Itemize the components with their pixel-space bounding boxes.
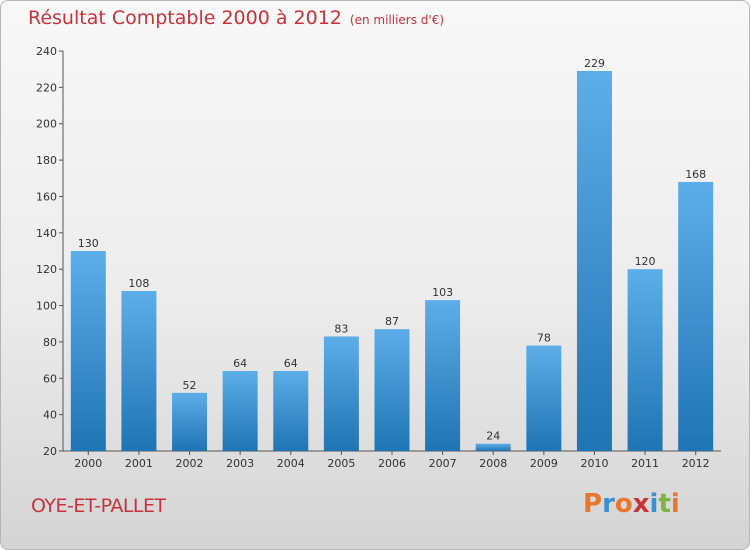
data-label: 120: [635, 255, 656, 268]
x-tick-label: 2012: [682, 457, 710, 470]
data-label: 108: [128, 277, 149, 290]
bar-2007: [425, 300, 461, 451]
y-tick-label: 80: [43, 336, 57, 349]
logo-letter: P: [583, 489, 603, 519]
x-tick-label: 2005: [327, 457, 355, 470]
x-tick-label: 2008: [479, 457, 507, 470]
bar-2009: [526, 345, 562, 451]
data-label: 78: [537, 332, 551, 345]
y-tick-label: 160: [36, 190, 57, 203]
x-tick-label: 2007: [429, 457, 457, 470]
logo-letter: o: [614, 489, 633, 519]
bars: [70, 71, 714, 451]
x-tick-label: 2002: [176, 457, 204, 470]
y-tick-label: 240: [36, 45, 57, 58]
bar-2004: [273, 371, 309, 451]
y-tick-label: 120: [36, 263, 57, 276]
data-label: 52: [183, 379, 197, 392]
data-label: 103: [432, 286, 453, 299]
x-tick-label: 2004: [277, 457, 305, 470]
bar-2003: [222, 371, 258, 451]
logo-letter: i: [649, 489, 659, 519]
x-axis: 2000 2001 2002 2003 2004 2005 2006 2007 2008 2009…: [63, 450, 721, 470]
y-axis: 20 40 60 80 100 120 140 160 180 200 220 240: [36, 45, 64, 458]
bar-2005: [323, 336, 359, 451]
logo-letter: i: [670, 489, 680, 519]
chart-title-text: Résultat Comptable 2000 à 2012: [28, 7, 342, 29]
commune-name: OYE-ET-PALLET: [31, 495, 166, 517]
x-tick-label: 2010: [580, 457, 608, 470]
logo-letter: t: [658, 489, 671, 519]
bar-2000: [70, 251, 106, 451]
proxiti-logo[interactable]: Proxiti: [583, 489, 680, 519]
y-tick-label: 60: [43, 372, 57, 385]
y-tick-label: 220: [36, 81, 57, 94]
bar-2002: [172, 392, 208, 451]
y-tick-label: 100: [36, 300, 57, 313]
x-tick-label: 2006: [378, 457, 406, 470]
data-label: 64: [284, 357, 298, 370]
bar-2012: [678, 181, 714, 451]
data-label: 64: [233, 357, 247, 370]
bar-2001: [121, 291, 157, 451]
data-label: 229: [584, 57, 605, 70]
x-tick-label: 2000: [74, 457, 102, 470]
bar-2008: [475, 443, 511, 451]
x-tick-label: 2009: [530, 457, 558, 470]
data-label: 87: [385, 315, 399, 328]
x-tick-label: 2003: [226, 457, 254, 470]
bar-2011: [627, 269, 663, 451]
y-tick-label: 40: [43, 409, 57, 422]
y-tick-label: 140: [36, 227, 57, 240]
logo-letter: r: [602, 489, 615, 519]
data-labels: 130 108 52 64 64 83 87 103 24 78 229 120 168: [78, 57, 706, 443]
y-tick-label: 180: [36, 154, 57, 167]
bar-2010: [576, 71, 612, 451]
chart-subtitle: (en milliers d'€): [349, 13, 445, 27]
data-label: 168: [685, 168, 706, 181]
x-tick-label: 2001: [125, 457, 153, 470]
bar-2006: [374, 329, 410, 451]
y-tick-label: 20: [43, 445, 57, 458]
data-label: 83: [334, 322, 348, 335]
data-label: 130: [78, 237, 99, 250]
chart-title: Résultat Comptable 2000 à 2012 (en millie…: [28, 7, 444, 29]
y-tick-label: 200: [36, 118, 57, 131]
logo-letter: x: [632, 489, 650, 519]
data-label: 24: [486, 430, 500, 443]
x-tick-label: 2011: [631, 457, 659, 470]
